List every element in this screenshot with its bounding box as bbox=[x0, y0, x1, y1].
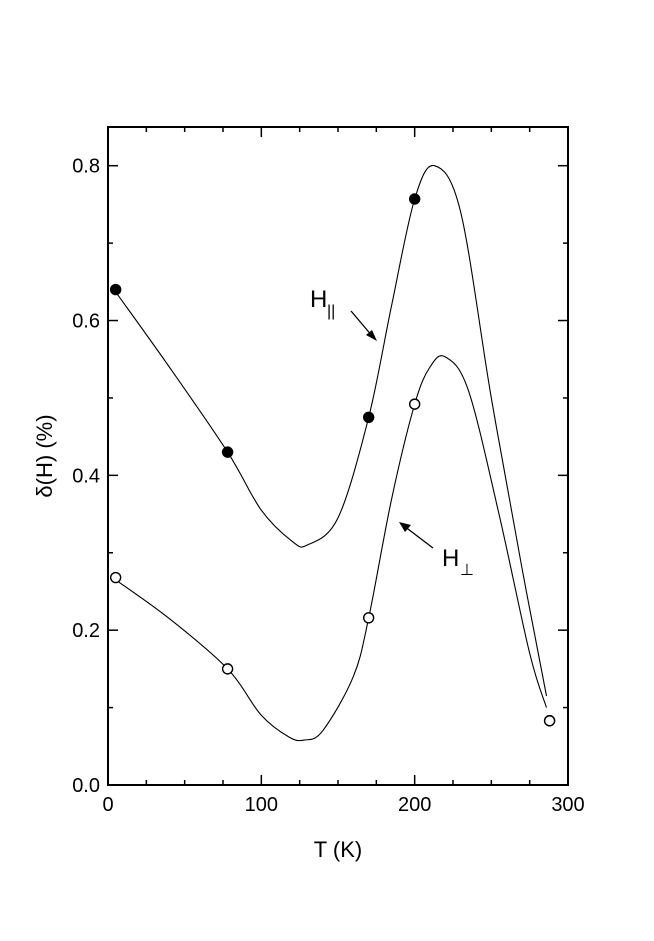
data-point-h-perp bbox=[408, 398, 421, 410]
plot-frame bbox=[107, 126, 569, 786]
axis-ticks bbox=[107, 127, 569, 786]
annotation-h-perp-label: H bbox=[442, 545, 459, 572]
data-point-h-perp bbox=[109, 571, 122, 584]
data-points bbox=[109, 193, 556, 727]
fit-curve-h-perp bbox=[115, 355, 548, 742]
annotation-h-perp-arrow bbox=[403, 525, 434, 549]
data-point-h-perp bbox=[543, 715, 556, 727]
fit-curves bbox=[115, 164, 548, 742]
annotation-h-parallel-arrowhead bbox=[366, 330, 377, 341]
annotation-h-parallel: H || bbox=[310, 286, 377, 341]
data-point-h-perp bbox=[362, 612, 375, 624]
annotation-h-parallel-label: H bbox=[310, 286, 327, 313]
y-tick-label: 0.2 bbox=[72, 620, 100, 642]
x-tick-labels: 0 100 200 300 bbox=[102, 794, 584, 816]
annotation-h-perp: H ⊥ bbox=[399, 522, 474, 579]
y-tick-label: 0.4 bbox=[72, 465, 100, 487]
x-tick-label: 0 bbox=[102, 794, 113, 816]
y-tick-label: 0.8 bbox=[72, 156, 100, 178]
y-tick-label: 0.6 bbox=[72, 311, 100, 333]
y-tick-labels: 0.0 0.2 0.4 0.6 0.8 bbox=[72, 156, 100, 797]
data-point-h-parallel bbox=[362, 411, 375, 423]
data-point-h-parallel bbox=[408, 193, 421, 205]
data-point-h-parallel bbox=[221, 446, 234, 458]
annotation-h-perp-subscript: ⊥ bbox=[460, 562, 474, 579]
y-axis-title: δ(H) (%) bbox=[32, 414, 57, 497]
data-point-h-parallel bbox=[109, 283, 122, 296]
annotation-h-perp-arrowhead bbox=[399, 522, 411, 532]
x-tick-label: 100 bbox=[245, 794, 278, 816]
data-point-h-perp bbox=[221, 663, 234, 675]
y-tick-label: 0.0 bbox=[72, 775, 100, 797]
x-tick-label: 300 bbox=[551, 794, 584, 816]
x-axis-title: T (K) bbox=[314, 837, 362, 862]
x-tick-label: 200 bbox=[398, 794, 431, 816]
fit-curve-h-parallel bbox=[115, 164, 548, 697]
annotation-h-parallel-subscript: || bbox=[327, 303, 335, 320]
